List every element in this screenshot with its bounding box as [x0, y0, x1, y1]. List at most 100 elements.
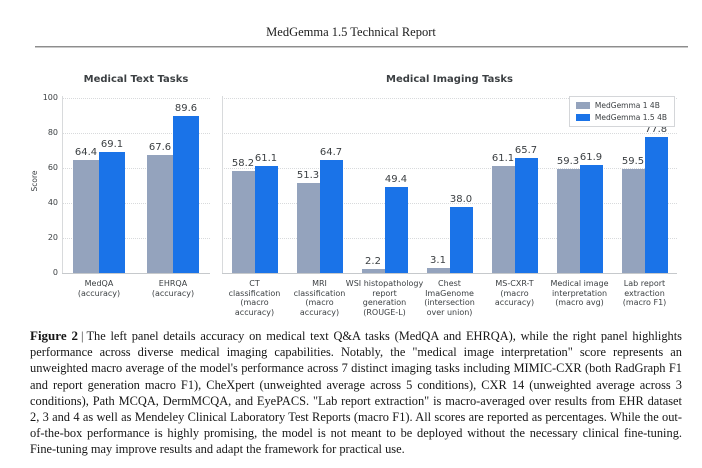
bar-medgemma-1-4b: [73, 160, 99, 273]
y-tick-label: 0: [52, 268, 58, 277]
report-title: MedGemma 1.5 Technical Report: [266, 25, 436, 39]
x-category-label-line: interpretation: [551, 288, 608, 298]
bar-value-label: 61.9: [579, 151, 603, 163]
figure-caption: Figure 2 | The left panel details accuracy…: [30, 328, 682, 458]
x-category-label-line: (accuracy): [77, 288, 121, 298]
bar-medgemma-1-5-4b: [99, 152, 125, 273]
bar-medgemma-1-5-4b: [384, 186, 408, 273]
bar-medgemma-1-5-4b: [319, 159, 343, 273]
bar-value-label: 65.7: [514, 145, 538, 157]
legend-item: MedGemma 1.5 4B: [575, 113, 667, 122]
bar-medgemma-1-4b: [361, 269, 385, 273]
page-header: MedGemma 1.5 Technical Report: [0, 25, 702, 40]
x-category-label-line: MS-CXR-T: [495, 279, 534, 288]
x-category-label-line: ImaGenome: [425, 288, 474, 298]
bar-value-label: 51.3: [296, 170, 320, 182]
bar-value-label: 2.2: [365, 256, 381, 268]
x-category-label: CT classification (macro accuracy): [195, 279, 315, 317]
figure-caption-text: The left panel details accuracy on medic…: [30, 329, 682, 457]
gridline: [62, 98, 210, 99]
bar-value-label: 89.6: [174, 103, 198, 115]
y-tick-label: 40: [47, 198, 58, 207]
y-axis-title: Score: [30, 170, 39, 192]
bar-medgemma-1-4b: [231, 171, 255, 273]
bar-value-label: 49.4: [384, 173, 408, 185]
x-axis-line: [62, 273, 210, 274]
x-category-label-line: (macro avg): [555, 298, 604, 307]
x-category-label: Lab report extraction (macro F1): [585, 279, 702, 308]
x-category-label-line: (ROUGE-L): [363, 307, 406, 317]
gridline: [62, 203, 210, 204]
x-category-label-line: generation: [362, 298, 407, 307]
x-category-label: WSI histopathology report generation (ROUGE…: [325, 279, 445, 317]
gridline: [222, 98, 677, 99]
legend-label: MedGemma 1 4B: [594, 101, 660, 110]
bar-medgemma-1-5-4b: [644, 136, 668, 273]
bar-medgemma-1-4b: [491, 166, 515, 273]
x-category-label-line: CT: [249, 279, 260, 288]
x-category-label: EHRQA (accuracy): [113, 279, 233, 298]
chart-legend: MedGemma 1 4B MedGemma 1.5 4B: [568, 96, 675, 127]
bar-value-label: 64.7: [319, 146, 343, 158]
x-category-label-line: accuracy): [234, 307, 275, 317]
figure-caption-label: Figure 2: [30, 328, 78, 343]
x-category-label: MRI classification (macro accuracy): [260, 279, 380, 317]
gridline: [62, 168, 210, 169]
x-category-label-line: accuracy): [299, 307, 340, 317]
x-category-label: MS-CXR-T (macro accuracy): [455, 279, 575, 308]
x-category-label-line: (macro F1): [622, 298, 667, 307]
x-category-label-line: report: [372, 288, 397, 298]
x-category-label-line: (accuracy): [151, 288, 195, 298]
bar-value-label: 59.5: [621, 155, 645, 167]
x-category-label-line: MedQA: [84, 279, 114, 288]
legend-swatch: [575, 102, 590, 109]
bar-value-label: 64.4: [74, 147, 98, 159]
bar-value-label: 61.1: [254, 153, 278, 165]
bar-value-label: 58.2: [231, 158, 255, 170]
gridline: [62, 133, 210, 134]
gridline: [62, 238, 210, 239]
legend-swatch: [575, 114, 590, 121]
x-category-label-line: Lab report: [623, 279, 666, 288]
bar-medgemma-1-5-4b: [514, 158, 538, 273]
bar-medgemma-1-5-4b: [173, 116, 199, 273]
panel-title: Medical Imaging Tasks: [386, 74, 513, 85]
x-category-label-line: WSI histopathology: [345, 279, 424, 288]
legend-item: MedGemma 1 4B: [575, 101, 667, 110]
y-tick-label: 60: [47, 163, 58, 172]
x-category-label: Chest ImaGenome (intersection over union): [390, 279, 510, 317]
x-category-label-line: classification: [293, 288, 346, 298]
y-tick-label: 20: [47, 233, 58, 242]
y-axis-line: [222, 96, 223, 273]
y-tick-label: 100: [42, 93, 58, 102]
bar-medgemma-1-4b: [556, 169, 580, 273]
bar-value-label: 38.0: [449, 193, 473, 205]
x-category-label-line: over union): [426, 307, 473, 317]
y-tick-label: 80: [47, 128, 58, 137]
header-rule: [35, 46, 688, 48]
bar-medgemma-1-4b: [621, 168, 645, 273]
bar-value-label: 69.1: [100, 139, 124, 151]
x-category-label-line: Chest: [438, 279, 461, 288]
panel-title: Medical Text Tasks: [83, 74, 189, 85]
bar-medgemma-1-4b: [426, 267, 450, 273]
bar-value-label: 3.1: [430, 254, 446, 266]
bar-medgemma-1-5-4b: [449, 206, 473, 273]
bar-medgemma-1-4b: [296, 183, 320, 273]
x-axis-line: [222, 273, 677, 274]
chart-panel-medical-imaging-tasks: Medical Imaging Tasks 58.2 61.1 CT classific…: [222, 60, 677, 360]
bar-medgemma-1-5-4b: [254, 166, 278, 273]
bar-value-label: 59.3: [556, 156, 580, 168]
x-category-label-line: MRI: [312, 279, 327, 288]
x-category-label-line: (intersection: [424, 298, 475, 307]
x-category-label-line: (macro: [500, 288, 529, 298]
x-category-label-line: accuracy): [494, 298, 535, 307]
figure-caption-separator: |: [80, 329, 84, 343]
gridline: [222, 133, 677, 134]
figure-2-chart: Medical Text Tasks 0 20 40 60 80 100 Score 64.4 6…: [30, 60, 690, 328]
bar-value-label: 61.1: [491, 153, 515, 165]
x-category-label-line: classification: [228, 288, 281, 298]
gridline: [222, 203, 677, 204]
x-category-label-line: EHRQA: [158, 279, 188, 288]
